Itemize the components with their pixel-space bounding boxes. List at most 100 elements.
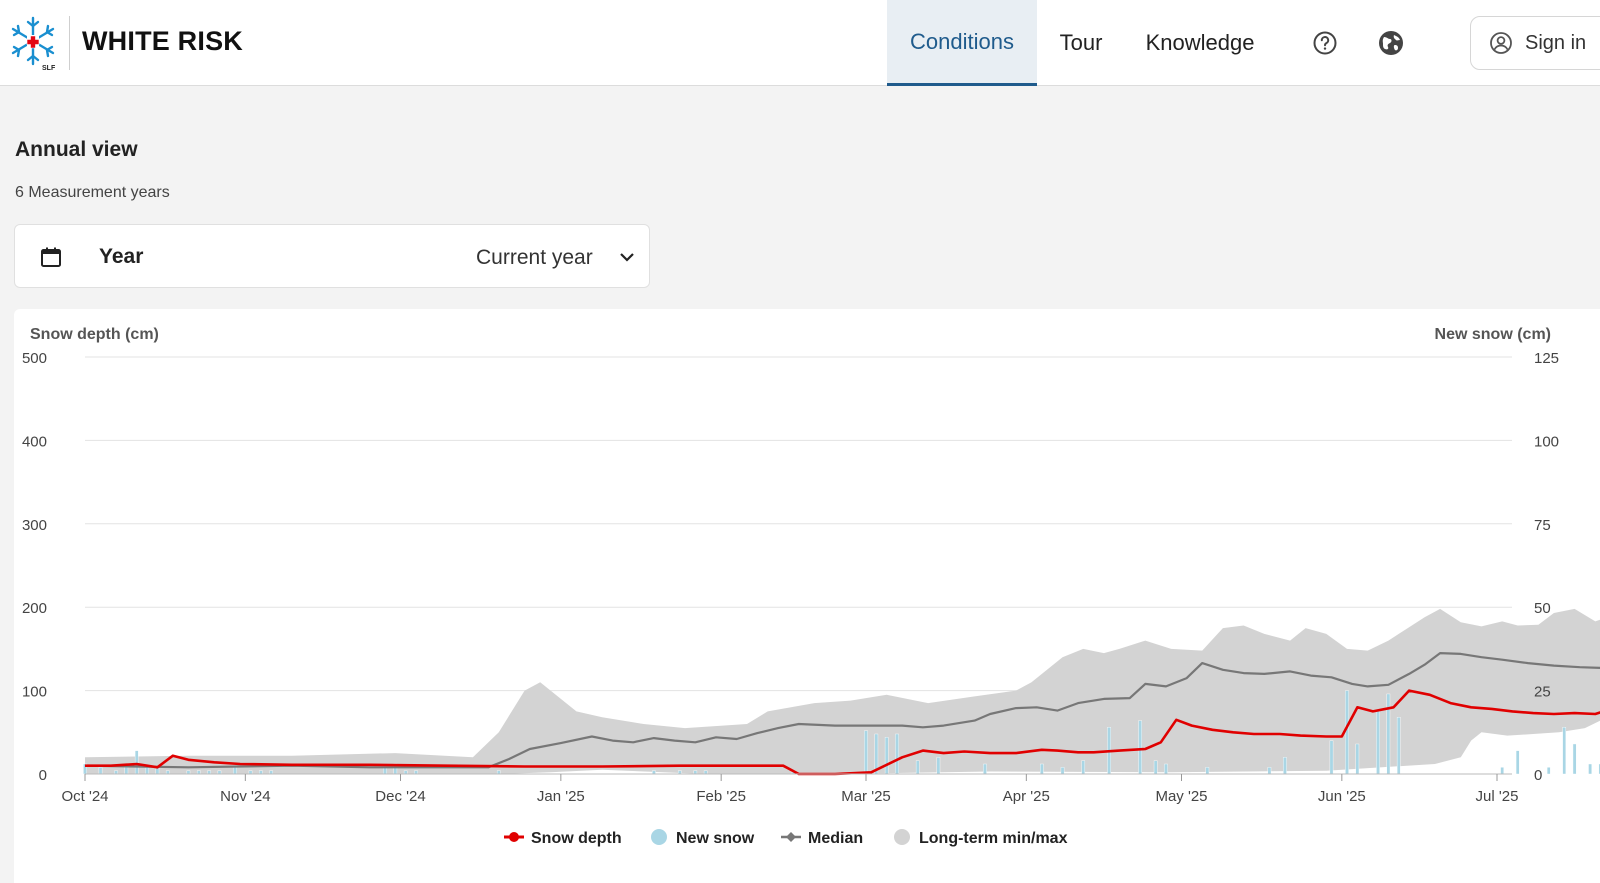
new-snow-bar [1329,740,1334,775]
new-snow-bar [693,770,698,775]
new-snow-bar [233,767,237,775]
chevron-down-icon [620,253,634,262]
new-snow-bar [677,770,682,775]
new-snow-bar [1588,763,1592,775]
new-snow-bar [1153,760,1158,775]
slf-snowflake-logo[interactable]: SLF [8,14,62,72]
new-snow-bar [1396,717,1401,775]
x-tick-label: May '25 [1155,788,1207,805]
median-line [84,652,1600,769]
new-snow-bar [165,770,170,775]
new-snow-bar [936,757,941,775]
new-snow-bar [1500,767,1504,775]
new-snow-bars [83,690,1600,775]
y-right-tick-label: 25 [1534,684,1551,701]
new-snow-bar [207,770,211,775]
new-snow-bar [1040,763,1044,775]
minmax-band-layer [85,608,1600,774]
new-snow-bar [1164,763,1168,775]
legend-snow-depth-marker [509,832,519,842]
new-snow-bar [1081,760,1086,775]
y-axis-title: Snow depth (cm) [30,326,159,343]
new-snow-bar [217,770,222,775]
new-snow-bar [186,770,191,775]
tab-tour[interactable]: Tour [1059,30,1103,55]
y-tick-label: 0 [39,767,47,784]
legend-label: Snow depth [531,830,622,847]
sign-in-button[interactable]: Sign in [1470,16,1600,70]
minmax-band [85,608,1600,774]
new-snow-bar [1386,693,1391,775]
calendar-icon [41,247,61,267]
new-snow-bar [1546,767,1551,775]
new-snow-bar [1205,767,1210,775]
median-line-layer [84,652,1600,769]
x-tick-label: Jul '25 [1476,788,1519,805]
legend-label: New snow [676,830,755,847]
globe-icon [1379,31,1403,55]
y-right-tick-label: 125 [1534,350,1559,367]
new-snow-bar [1283,757,1287,775]
x-tick-label: Apr '25 [1003,788,1050,805]
snow-depth-chart-card: 0 0 100 25 200 50 300 75 400 100 500 125 Snow depth … [14,309,1600,883]
tab-conditions[interactable]: Conditions [887,0,1037,86]
new-snow-bar [98,767,103,775]
y-right-axis-title: New snow (cm) [1435,326,1551,343]
tab-knowledge[interactable]: Knowledge [1145,30,1255,55]
legend-label: Median [808,830,863,847]
new-snow-bar [1267,767,1272,775]
snow-depth-line [85,689,1600,776]
x-tick-label: Mar '25 [841,788,891,805]
new-snow-bar [1572,743,1577,775]
sign-in-label: Sign in [1525,31,1587,54]
new-snow-bar [884,737,889,775]
y-right-tick-label: 75 [1534,517,1551,534]
y-tick-label: 100 [22,684,47,701]
new-snow-bar [864,730,868,775]
new-snow-bar [652,770,656,775]
y-right-tick-label: 0 [1534,767,1542,784]
brand-name[interactable]: WHITE RISK [82,26,243,56]
legend-new-snow-swatch [651,829,667,845]
new-snow-bar [1598,763,1600,775]
page-title: Annual view [15,138,138,161]
new-snow-bar [915,760,920,775]
legend-minmax-swatch [894,829,910,845]
language-button[interactable] [1376,28,1406,58]
new-snow-bar [1515,750,1520,775]
legend-median-marker [786,832,796,842]
help-button[interactable] [1310,28,1340,58]
top-bar: SLF WHITE RISK Conditions Tour Knowledge… [0,0,1600,86]
chart-legend: Snow depth New snow Median Long-term min/ma… [504,829,1068,847]
new-snow-bar [269,770,273,775]
year-label: Year [99,245,144,268]
new-snow-bar [703,770,708,775]
new-snow-bar [248,770,253,775]
new-snow-bar [145,767,149,775]
new-snow-bar [114,770,118,775]
new-snow-bar [1562,727,1567,775]
logo-text: SLF [42,65,56,72]
y-right-tick-label: 100 [1534,433,1559,450]
new-snow-bar [1138,720,1142,775]
x-tick-label: Nov '24 [220,788,270,805]
legend-label: Long-term min/max [919,830,1068,847]
user-circle-icon [1490,32,1512,54]
new-snow-bar [1345,690,1349,775]
new-snow-bar [496,770,501,775]
new-snow-bar [895,733,899,775]
new-snow-bar [1376,710,1380,775]
y-tick-label: 200 [22,600,47,617]
new-snow-bar [196,770,201,775]
question-circle-icon [1313,31,1337,55]
snow-depth-line-layer [85,689,1600,776]
y-tick-label: 400 [22,433,47,450]
new-snow-bar [134,750,139,775]
x-tick-label: Jan '25 [537,788,585,805]
x-tick-label: Jun '25 [1318,788,1366,805]
snow-depth-chart: 0 0 100 25 200 50 300 75 400 100 500 125 Snow depth … [22,326,1600,847]
x-tick-label: Dec '24 [375,788,425,805]
new-snow-bar [1060,767,1065,775]
year-selector[interactable]: Year Current year [14,224,650,288]
new-snow-bar [403,770,408,775]
